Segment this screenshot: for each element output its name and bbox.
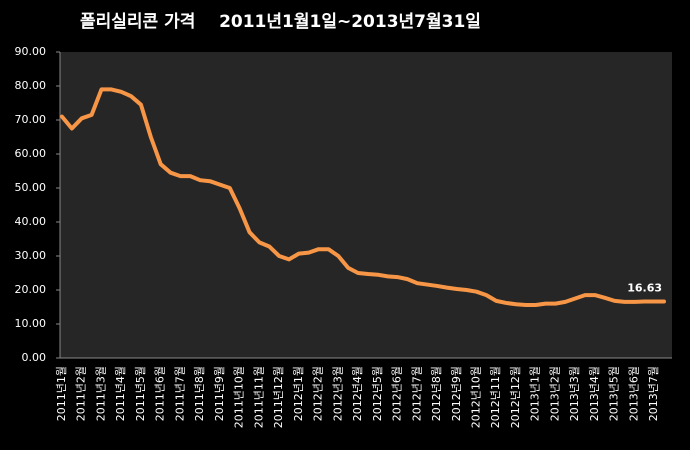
x-tick-label: 2013년3월 xyxy=(568,366,581,421)
x-tick-label: 2013년6월 xyxy=(627,366,640,421)
x-tick-label: 2011년4월 xyxy=(114,366,127,421)
y-tick-label: 50.00 xyxy=(15,181,47,194)
x-tick-label: 2011년2월 xyxy=(75,366,88,421)
x-tick-label: 2011년1월 xyxy=(55,366,68,421)
x-tick-label: 2011년3월 xyxy=(94,366,107,421)
x-tick-label: 2012년8월 xyxy=(430,366,443,421)
x-tick-label: 2012년4월 xyxy=(351,366,364,421)
y-tick-label: 0.00 xyxy=(22,351,47,364)
y-tick-label: 30.00 xyxy=(15,249,47,262)
data-label: 16.63 xyxy=(627,281,662,294)
x-tick-label: 2012년12월 xyxy=(509,366,522,428)
x-tick-label: 2012년10월 xyxy=(469,366,482,428)
x-tick-label: 2012년7월 xyxy=(410,366,423,421)
x-tick-label: 2011년8월 xyxy=(193,366,206,421)
chart-title: 폴리실리콘 가격 2011년1월1일~2013년7월31일 xyxy=(80,12,481,32)
x-tick-label: 2012년2월 xyxy=(312,366,325,421)
price-line xyxy=(60,87,666,307)
y-tick-label: 40.00 xyxy=(15,215,47,228)
x-tick-label: 2011년7월 xyxy=(173,366,186,421)
y-tick-label: 90.00 xyxy=(15,45,47,58)
y-tick-label: 80.00 xyxy=(15,79,47,92)
plot-area xyxy=(60,52,672,358)
x-tick-label: 2012년9월 xyxy=(450,366,463,421)
x-tick-label: 2013년1월 xyxy=(529,366,542,421)
x-tick-label: 2011년12월 xyxy=(272,366,285,428)
x-tick-label: 2012년3월 xyxy=(331,366,344,421)
x-tick-label: 2011년6월 xyxy=(154,366,167,421)
y-tick-label: 20.00 xyxy=(15,283,47,296)
x-tick-label: 2013년2월 xyxy=(548,366,561,421)
x-tick-label: 2012년6월 xyxy=(391,366,404,421)
x-tick-label: 2011년10월 xyxy=(233,366,246,428)
y-tick-label: 60.00 xyxy=(15,147,47,160)
x-tick-label: 2012년1월 xyxy=(292,366,305,421)
x-tick-label: 2011년9월 xyxy=(213,366,226,421)
x-tick-label: 2012년5월 xyxy=(371,366,384,421)
x-tick-label: 2013년7월 xyxy=(647,366,660,421)
x-tick-label: 2012년11월 xyxy=(489,366,502,428)
x-tick-label: 2013년4월 xyxy=(588,366,601,421)
y-tick-label: 10.00 xyxy=(15,317,47,330)
x-tick-label: 2011년11월 xyxy=(252,366,265,428)
y-tick-label: 70.00 xyxy=(15,113,47,126)
x-tick-label: 2013년5월 xyxy=(608,366,621,421)
x-tick-label: 2011년5월 xyxy=(134,366,147,421)
